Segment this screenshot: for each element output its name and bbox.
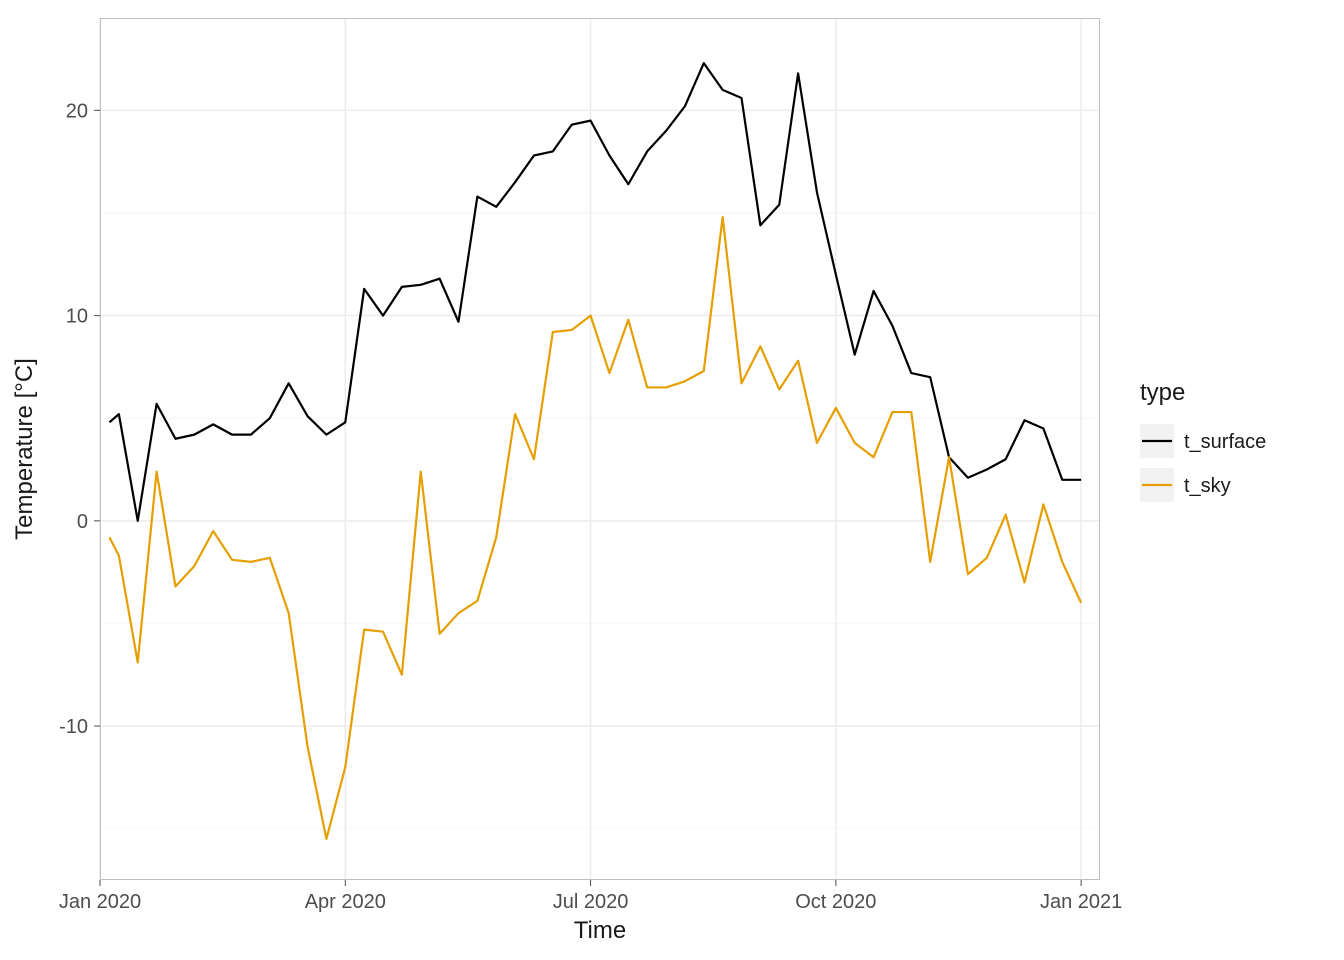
temperature-line-chart: Jan 2020 Apr 2020 Jul 2020 Oct 2020 Jan 2021… [0,0,1344,960]
y-tick-label: 10 [66,306,88,328]
chart-container: Jan 2020 Apr 2020 Jul 2020 Oct 2020 Jan 2021… [0,0,1344,960]
x-tick-label: Jul 2020 [553,891,629,913]
legend-title: type [1140,379,1185,406]
y-tick-label: 20 [66,100,88,122]
legend-label: t_surface [1184,431,1266,453]
x-tick-label: Apr 2020 [305,891,386,913]
x-axis-title: Time [574,917,626,944]
legend-label: t_sky [1184,475,1231,497]
y-axis-title: Temperature [°C] [11,358,38,540]
y-tick-label: 0 [77,511,88,533]
x-tick-label: Jan 2020 [59,891,141,913]
x-tick-label: Oct 2020 [795,891,876,913]
x-tick-label: Jan 2021 [1040,891,1122,913]
y-tick-label: -10 [59,716,88,738]
